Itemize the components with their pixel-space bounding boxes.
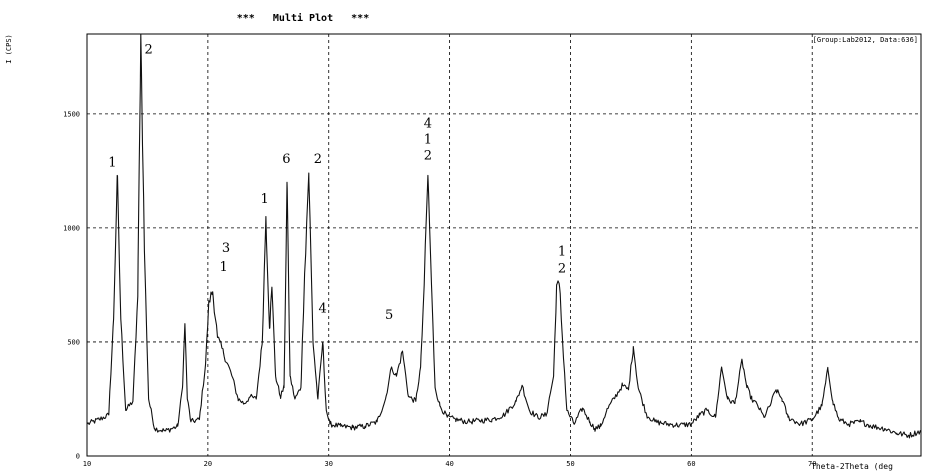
peak-label: 2: [314, 152, 322, 167]
peak-label: 1: [558, 244, 566, 259]
peak-label: 2: [424, 148, 432, 163]
peak-label: 5: [385, 308, 393, 323]
peak-label: 1: [261, 192, 269, 207]
y-tick-label: 1500: [63, 110, 80, 118]
peak-label: 1: [219, 260, 227, 275]
y-axis-label: I (CPS): [5, 34, 13, 64]
axis-ticks: 10 20 30 40 50 60 70 0 500 1000 1500: [63, 110, 816, 468]
peak-label: 1: [108, 155, 116, 170]
x-tick-label: 60: [687, 460, 695, 468]
x-tick-label: 30: [325, 460, 333, 468]
peak-label: 3: [222, 241, 230, 256]
peak-label: 4: [424, 117, 432, 132]
peak-label: 2: [558, 261, 566, 276]
plot-frame: [86, 33, 922, 457]
data-layer: [86, 33, 922, 439]
diffraction-series-line: [86, 33, 922, 439]
peak-label: 2: [145, 42, 153, 57]
group-data-info-label: [Group:Lab2012, Data:636]: [813, 36, 918, 44]
x-tick-label: 70: [808, 460, 816, 468]
y-tick-label: 1000: [63, 224, 80, 232]
grid-lines: [87, 34, 921, 456]
x-tick-label: 20: [204, 460, 212, 468]
y-tick-label: 500: [67, 338, 80, 346]
peak-label: 4: [319, 301, 327, 316]
x-tick-label: 10: [83, 460, 91, 468]
x-axis-label: Theta-2Theta (deg: [811, 462, 893, 471]
x-tick-label: 40: [445, 460, 453, 468]
x-tick-label: 50: [566, 460, 574, 468]
chart-title: *** Multi Plot ***: [237, 12, 369, 24]
y-tick-label: 0: [76, 453, 80, 461]
peak-label: 1: [424, 132, 432, 147]
peak-label: 6: [282, 152, 290, 167]
